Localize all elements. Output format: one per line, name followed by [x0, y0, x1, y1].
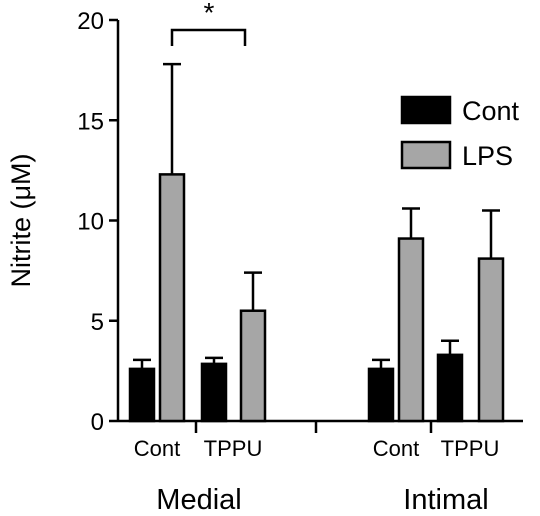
- group-label-intimal: Intimal: [403, 484, 488, 516]
- x-tick-label: TPPU: [204, 436, 263, 461]
- x-tick-label: Cont: [134, 436, 180, 461]
- legend: Cont LPS: [400, 95, 520, 171]
- legend-swatch-lps: [400, 140, 452, 170]
- x-tick-label: TPPU: [441, 436, 500, 461]
- bar-lps-1: [239, 309, 267, 423]
- bar-cont-2: [367, 367, 395, 423]
- y-tick-label: 5: [91, 309, 104, 336]
- x-tick-label: Cont: [373, 436, 419, 461]
- y-tick-label: 15: [77, 108, 104, 135]
- bar-cont-0: [128, 367, 156, 423]
- labels-layer: 0 5 10 15 20 Nitrite (μM) Cont TPPU Cont TPPU Medi…: [6, 0, 499, 516]
- bar-lps-0: [158, 173, 186, 423]
- y-axis-label: Nitrite (μM): [6, 153, 36, 287]
- group-label-medial: Medial: [156, 484, 241, 516]
- significance-marker: *: [204, 0, 215, 28]
- bar-cont-1: [200, 362, 228, 423]
- bars-layer: [128, 62, 505, 423]
- y-tick-label: 10: [77, 209, 104, 236]
- significance-bracket: [170, 28, 247, 46]
- bar-lps-3: [477, 257, 505, 423]
- bar-cont-3: [436, 353, 464, 423]
- legend-label-cont: Cont: [462, 96, 520, 126]
- bar-lps-2: [397, 237, 425, 423]
- y-tick-label: 0: [91, 409, 104, 436]
- legend-label-lps: LPS: [462, 141, 513, 171]
- y-tick-label: 20: [77, 8, 104, 35]
- legend-swatch-cont: [400, 95, 452, 125]
